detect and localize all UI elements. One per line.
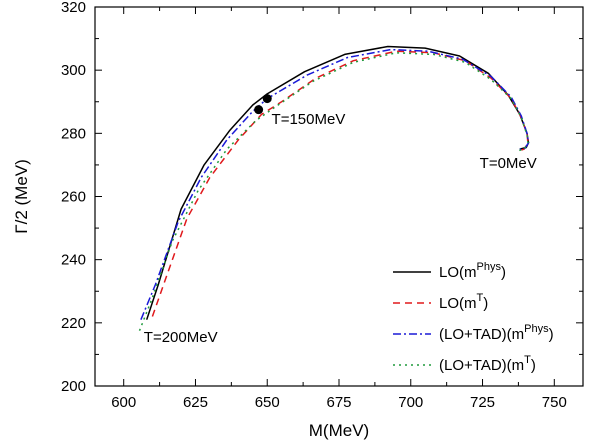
y-tick-label: 320 — [61, 0, 86, 16]
x-axis-title: M(MeV) — [309, 421, 369, 440]
series-line-3 — [140, 48, 530, 320]
legend: LO(mPhys) LO(mT) (LO+TAD)(mPhys) (LO+TAD)(m… — [393, 261, 554, 374]
y-tick-label: 280 — [61, 125, 86, 142]
x-tick-label: 700 — [398, 394, 423, 411]
x-tick-label: 600 — [111, 394, 136, 411]
x-tick-label: 725 — [470, 394, 495, 411]
x-tick-label: 625 — [183, 394, 208, 411]
x-tick-label: 650 — [255, 394, 280, 411]
y-tick-label: 200 — [61, 378, 86, 395]
series-layer — [138, 45, 530, 331]
y-axis-title: Γ/2 (MeV) — [12, 159, 31, 234]
annotation-label: T=200MeV — [144, 329, 218, 346]
annotation-layer: T=150MeV T=0MeV T=200MeV — [144, 111, 537, 346]
series-line-2 — [151, 50, 529, 317]
y-tick-label: 300 — [61, 62, 86, 79]
legend-label: LO(mT) — [439, 292, 488, 312]
x-tick-label: 750 — [542, 394, 567, 411]
axes: 600 625 650 675 700 725 750 200 220 240 260 280 300 3… — [61, 0, 584, 411]
point-marker — [254, 105, 264, 115]
series-line-4 — [138, 52, 529, 331]
point-marker — [262, 94, 272, 104]
annotation-label: T=0MeV — [480, 155, 537, 172]
legend-label: LO(mPhys) — [439, 261, 506, 281]
y-tick-label: 220 — [61, 315, 86, 332]
legend-label: (LO+TAD)(mPhys) — [439, 323, 554, 343]
y-tick-label: 240 — [61, 252, 86, 269]
marker-layer — [254, 94, 272, 115]
y-tick-label: 260 — [61, 189, 86, 206]
x-tick-label: 675 — [326, 394, 351, 411]
annotation-label: T=150MeV — [272, 111, 346, 128]
legend-label: (LO+TAD)(mT) — [439, 354, 536, 374]
